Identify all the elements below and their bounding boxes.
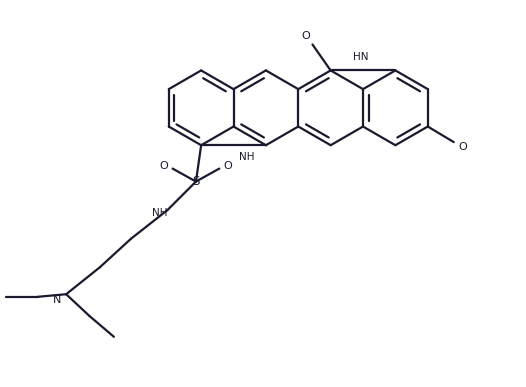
Text: NH: NH: [152, 208, 167, 218]
Text: S: S: [193, 175, 200, 188]
Text: O: O: [458, 142, 467, 152]
Text: O: O: [301, 31, 310, 41]
Text: N: N: [53, 295, 62, 305]
Text: HN: HN: [352, 53, 368, 62]
Text: O: O: [224, 161, 232, 171]
Text: O: O: [159, 161, 168, 171]
Text: NH: NH: [239, 152, 254, 162]
